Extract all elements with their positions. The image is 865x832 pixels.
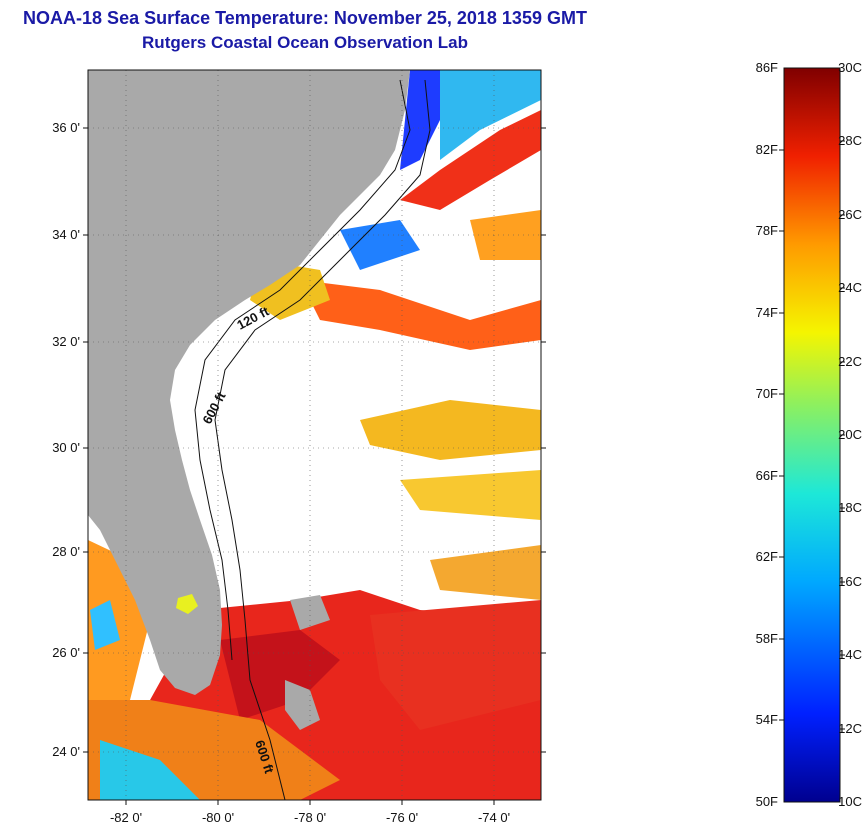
shelf-cool-patches xyxy=(340,220,420,270)
lat-tick-label: 34 0' xyxy=(52,227,80,242)
colorbar-c-label: 24C xyxy=(838,280,862,295)
graticule xyxy=(88,70,541,800)
colorbar-c-label: 30C xyxy=(838,60,862,75)
shelf-water-north xyxy=(440,70,541,160)
map-title: NOAA-18 Sea Surface Temperature: Novembe… xyxy=(23,8,587,28)
colorbar-f-label: 50F xyxy=(756,794,778,809)
lon-tick-label: -76 0' xyxy=(386,810,418,825)
lat-tick-label: 28 0' xyxy=(52,544,80,559)
color-scale-bar: 86F 82F 78F 74F 70F 66F 62F 58F 54F 50F … xyxy=(756,60,862,809)
colorbar-c-label: 26C xyxy=(838,207,862,222)
colorbar-f-label: 54F xyxy=(756,712,778,727)
bahamas-island-andros xyxy=(285,680,320,730)
colorbar-c-label: 16C xyxy=(838,574,862,589)
lake-okeechobee xyxy=(176,594,198,614)
lon-tick-label: -80 0' xyxy=(202,810,234,825)
gulf-stream-north xyxy=(400,110,541,210)
isobath-600ft xyxy=(214,79,431,800)
mid-warm-patches xyxy=(360,400,541,460)
warm-water-south-dark xyxy=(220,630,340,720)
colorbar-c-label: 28C xyxy=(838,133,862,148)
colorbar-f-label: 86F xyxy=(756,60,778,75)
gulf-stream-band xyxy=(300,280,541,350)
bahamas-island-abaco xyxy=(290,595,330,630)
colorbar-c-label: 18C xyxy=(838,500,862,515)
colorbar-f-label: 62F xyxy=(756,549,778,564)
colorbar-f-label: 74F xyxy=(756,305,778,320)
lon-tick-label: -78 0' xyxy=(294,810,326,825)
lon-tick-label: -74 0' xyxy=(478,810,510,825)
lat-tick-label: 36 0' xyxy=(52,120,80,135)
southeast-patches xyxy=(430,545,541,600)
warm-patches-east xyxy=(470,210,541,260)
colorbar-c-label: 14C xyxy=(838,647,862,662)
map-panel: 120 ft 600 ft 600 ft xyxy=(88,70,541,800)
isobath-120ft xyxy=(194,79,411,661)
warm-water-east xyxy=(370,600,541,730)
lon-tick-label: -82 0' xyxy=(110,810,142,825)
gulf-cool-patch xyxy=(90,600,120,650)
colorbar-f-label: 58F xyxy=(756,631,778,646)
mid-warm-patches-2 xyxy=(400,470,541,520)
colorbar-c-label: 10C xyxy=(838,794,862,809)
lat-tick-label: 26 0' xyxy=(52,645,80,660)
lat-tick-label: 24 0' xyxy=(52,744,80,759)
lat-tick-label: 32 0' xyxy=(52,334,80,349)
colorbar-c-label: 20C xyxy=(838,427,862,442)
lat-tick-label: 30 0' xyxy=(52,440,80,455)
colorbar-c-label: 12C xyxy=(838,721,862,736)
latitude-labels: 36 0' 34 0' 32 0' 30 0' 28 0' 26 0' 24 0… xyxy=(52,120,80,759)
map-tick-marks xyxy=(83,127,546,805)
colorbar-f-label: 82F xyxy=(756,142,778,157)
colorbar-f-label: 70F xyxy=(756,386,778,401)
colorbar-c-label: 22C xyxy=(838,354,862,369)
map-frame xyxy=(87,69,542,801)
colorbar-f-label: 66F xyxy=(756,468,778,483)
colorbar-f-label: 78F xyxy=(756,223,778,238)
cool-patches-south xyxy=(100,740,200,800)
color-scale-gradient xyxy=(783,67,841,803)
longitude-labels: -82 0' -80 0' -78 0' -76 0' -74 0' xyxy=(110,810,510,825)
land-mass xyxy=(88,70,410,695)
map-subtitle: Rutgers Coastal Ocean Observation Lab xyxy=(142,33,468,52)
